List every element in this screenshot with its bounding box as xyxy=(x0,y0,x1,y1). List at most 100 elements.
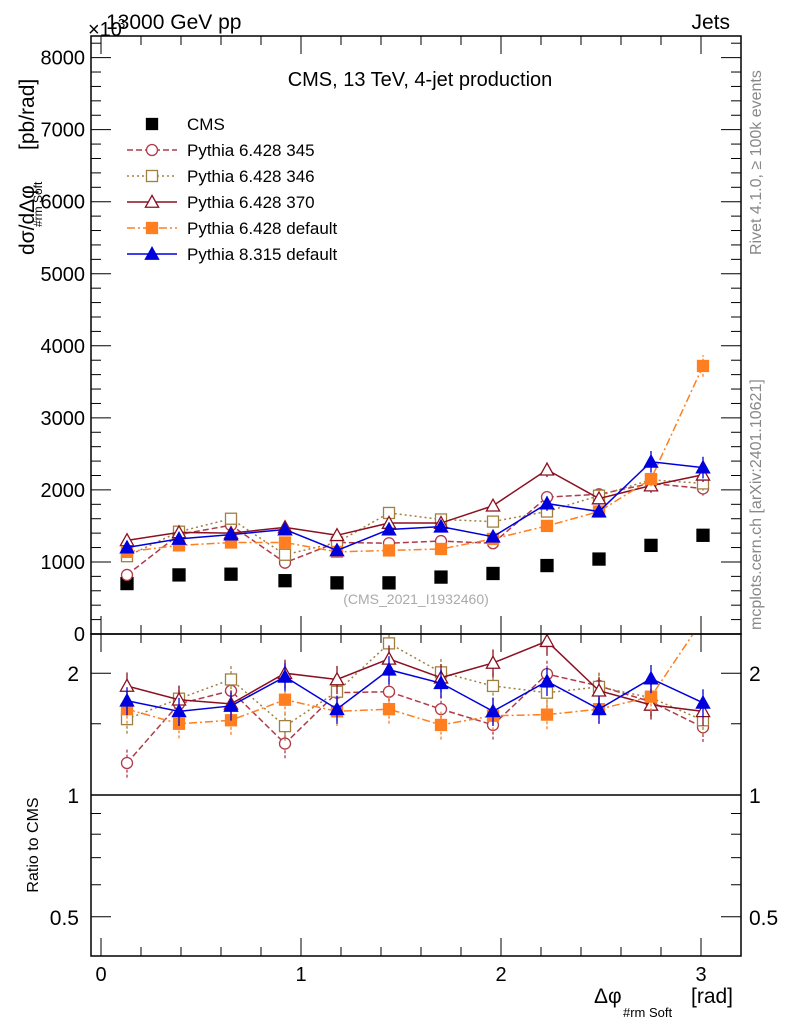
rivet-version-label: Rivet 4.1.0, ≥ 100k events xyxy=(748,70,765,255)
legend-marker-p8def xyxy=(144,246,160,260)
ratio-series-p346 xyxy=(120,634,710,741)
data-point-p8def xyxy=(433,518,449,533)
ratio-point-p8def xyxy=(591,701,607,716)
y-tick-label: 0 xyxy=(74,624,85,646)
ratio-point-p8def xyxy=(171,703,187,718)
legend-label-p346: Pythia 6.428 346 xyxy=(187,167,315,186)
series-line-p8def xyxy=(126,461,704,552)
ratio-point-p370 xyxy=(485,655,501,669)
data-point-p6def xyxy=(434,542,448,556)
legend-entry-p8def: Pythia 8.315 default xyxy=(127,245,338,264)
ratio-point-p6def xyxy=(540,708,554,721)
y-multiplier-label: ×10 xyxy=(88,19,122,41)
header-jets-label: Jets xyxy=(691,11,730,34)
legend-label-p6def: Pythia 6.428 default xyxy=(187,219,338,238)
ratio-series-group xyxy=(119,614,711,778)
legend-label-p8def: Pythia 8.315 default xyxy=(187,245,338,264)
series-cms xyxy=(120,528,710,591)
ratio-point-p8def xyxy=(485,703,501,718)
ratio-point-p370 xyxy=(329,671,345,686)
series-line-p370 xyxy=(126,468,704,542)
data-point-p8def xyxy=(539,495,555,510)
legend-entry-p345: Pythia 6.428 345 xyxy=(127,141,315,160)
data-point-p8def xyxy=(171,530,187,545)
legend-entry-p346: Pythia 6.428 346 xyxy=(127,167,315,186)
y-axis-label: dσ/dΔφ #rm Soft [pb/rad] xyxy=(16,79,45,255)
data-point-cms xyxy=(592,552,606,566)
ratio-series-p6def xyxy=(120,614,709,740)
y-axis-label-sub: #rm Soft xyxy=(31,181,45,227)
ratio-series-p8def xyxy=(119,656,711,726)
ratio-axis-ticks: 0.5 0.5 1 1 2 2 xyxy=(50,633,778,930)
data-point-p370 xyxy=(329,527,345,542)
x-axis-label: Δφ #rm Soft [rad] xyxy=(594,985,733,1020)
main-panel: 0 1000 2000 3000 4000 5000 6000 7000 8000 0 1 2 3 CM… xyxy=(16,35,742,986)
legend-marker-p370 xyxy=(144,194,160,208)
ratio-point-p345 xyxy=(382,685,396,698)
ratio-point-p8def xyxy=(643,670,659,685)
data-point-cms xyxy=(540,558,554,573)
ratio-point-p8def xyxy=(539,673,555,688)
x-axis-label-sub: #rm Soft xyxy=(623,1005,673,1020)
ratio-point-p6def xyxy=(382,703,396,716)
ratio-point-p8def xyxy=(329,701,345,716)
data-point-cms xyxy=(382,576,396,590)
y-tick-label: 5000 xyxy=(41,264,86,286)
data-point-p8def xyxy=(329,542,345,557)
data-point-p6def xyxy=(540,519,554,533)
ratio-tick-label: 2 xyxy=(67,663,79,686)
legend-entry-p6def: Pythia 6.428 default xyxy=(127,219,338,238)
data-point-cms xyxy=(330,576,344,590)
data-point-p346 xyxy=(278,548,292,561)
ratio-point-p8def xyxy=(433,675,449,690)
x-tick-label: 1 xyxy=(295,964,306,986)
ratio-point-p8def xyxy=(223,698,239,712)
ratio-point-p6def xyxy=(698,614,709,625)
data-point-p370 xyxy=(539,461,555,476)
data-point-cms xyxy=(486,566,500,581)
data-point-p8def xyxy=(695,459,711,474)
watermark-label: (CMS_2021_I1932460) xyxy=(343,591,489,607)
legend-entry-p370: Pythia 6.428 370 xyxy=(127,193,315,212)
ratio-tick-label: 1 xyxy=(67,785,79,808)
ratio-tick-label-right: 1 xyxy=(749,785,761,808)
data-point-p346 xyxy=(224,512,238,525)
series-p8def xyxy=(119,450,711,557)
legend-marker-p345 xyxy=(145,143,159,157)
y-tick-label: 3000 xyxy=(41,408,86,430)
legend-marker-cms xyxy=(145,117,159,131)
data-point-cms xyxy=(644,538,658,553)
ratio-tick-label-right: 0.5 xyxy=(749,907,778,930)
legend-marker-p6def xyxy=(145,221,159,235)
ratio-line-p8def xyxy=(126,668,704,713)
data-point-cms xyxy=(696,528,710,542)
data-point-p370 xyxy=(485,497,501,512)
data-point-cms xyxy=(172,568,186,582)
ratio-point-p346 xyxy=(224,673,238,686)
ratio-line-p346 xyxy=(126,642,704,728)
ratio-point-p345 xyxy=(120,756,134,770)
x-tick-label: 3 xyxy=(695,964,706,986)
main-axis-ticks: 0 1000 2000 3000 4000 5000 6000 7000 8000 0 1 2 3 xyxy=(41,36,741,986)
x-tick-label: 0 xyxy=(95,964,106,986)
chart-title: CMS, 13 TeV, 4-jet production xyxy=(288,69,553,91)
legend-label-cms: CMS xyxy=(187,115,225,134)
y-axis-label-unit: [pb/rad] xyxy=(16,79,39,150)
data-point-p8def xyxy=(591,503,607,518)
ratio-point-p8def xyxy=(695,694,711,709)
mcplots-reference-label: mcplots.cern.ch [arXiv:2401.10621] xyxy=(748,379,765,630)
ratio-point-p6def xyxy=(278,693,292,706)
ratio-series-p345 xyxy=(120,660,710,778)
data-point-p8def xyxy=(223,526,239,541)
y-axis-label-main: dσ/dΔφ xyxy=(16,185,39,255)
y-tick-label: 6000 xyxy=(41,192,86,214)
data-point-p6def xyxy=(696,359,710,373)
data-point-p8def xyxy=(643,453,659,468)
legend-label-p345: Pythia 6.428 345 xyxy=(187,141,315,160)
x-axis-label-unit: [rad] xyxy=(691,985,733,1008)
series-line-p6def xyxy=(126,365,704,553)
series-line-p346 xyxy=(126,479,704,557)
main-series-group xyxy=(119,355,711,591)
ratio-point-p370 xyxy=(539,634,555,648)
